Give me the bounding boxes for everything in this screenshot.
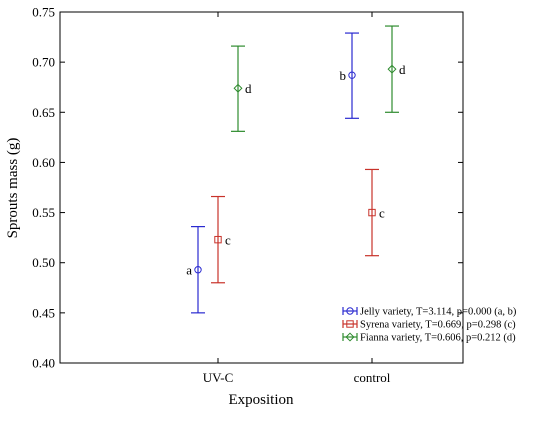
series-2: cc bbox=[211, 168, 385, 284]
significance-label: a bbox=[186, 263, 192, 278]
legend-label: Syrena variety, T=0.669, p=0.298 (c) bbox=[360, 320, 516, 331]
mean-point bbox=[233, 83, 243, 93]
legend-label: Jelly variety, T=3.114, p=0.000 (a, b) bbox=[360, 307, 517, 318]
legend-marker bbox=[346, 307, 354, 315]
legend-label: Fianna variety, T=0.606, p=0.212 (d) bbox=[360, 333, 516, 344]
x-axis-title: Exposition bbox=[228, 392, 294, 408]
significance-label: c bbox=[225, 233, 231, 248]
legend-item: Syrena variety, T=0.669, p=0.298 (c) bbox=[342, 320, 516, 331]
x-tick-label: control bbox=[354, 370, 391, 385]
y-tick-label: 0.75 bbox=[32, 5, 55, 20]
significance-label: d bbox=[245, 81, 252, 96]
legend-item: Fianna variety, T=0.606, p=0.212 (d) bbox=[342, 332, 516, 344]
mean-point bbox=[387, 64, 397, 74]
y-tick-label: 0.65 bbox=[32, 105, 55, 120]
y-tick-label: 0.40 bbox=[32, 356, 55, 371]
legend: Jelly variety, T=3.114, p=0.000 (a, b) Sy… bbox=[342, 307, 517, 344]
series-3: dd bbox=[231, 25, 406, 132]
x-axis: UV-C control bbox=[203, 12, 391, 385]
mean-point bbox=[194, 266, 202, 274]
y-tick-label: 0.45 bbox=[32, 305, 55, 320]
y-tick-label: 0.50 bbox=[32, 255, 55, 270]
legend-marker bbox=[346, 320, 354, 328]
x-tick-label: UV-C bbox=[203, 370, 234, 385]
y-axis-title: Sprouts mass (g) bbox=[5, 138, 21, 239]
plot-area-frame bbox=[59, 11, 464, 364]
y-tick-label: 0.70 bbox=[32, 55, 55, 70]
significance-label: c bbox=[379, 206, 385, 221]
y-axis: 0.40 0.45 0.50 0.55 0.60 0.65 0.70 0.75 bbox=[32, 5, 463, 371]
series-1: ab bbox=[186, 32, 359, 314]
mean-point bbox=[214, 235, 222, 244]
y-tick-label: 0.60 bbox=[32, 155, 55, 170]
mean-point bbox=[368, 208, 376, 217]
legend-item: Jelly variety, T=3.114, p=0.000 (a, b) bbox=[342, 307, 517, 318]
significance-label: b bbox=[340, 68, 347, 83]
y-tick-label: 0.55 bbox=[32, 205, 55, 220]
legend-marker bbox=[345, 332, 355, 342]
significance-label: d bbox=[399, 62, 406, 77]
mean-point bbox=[348, 71, 356, 79]
